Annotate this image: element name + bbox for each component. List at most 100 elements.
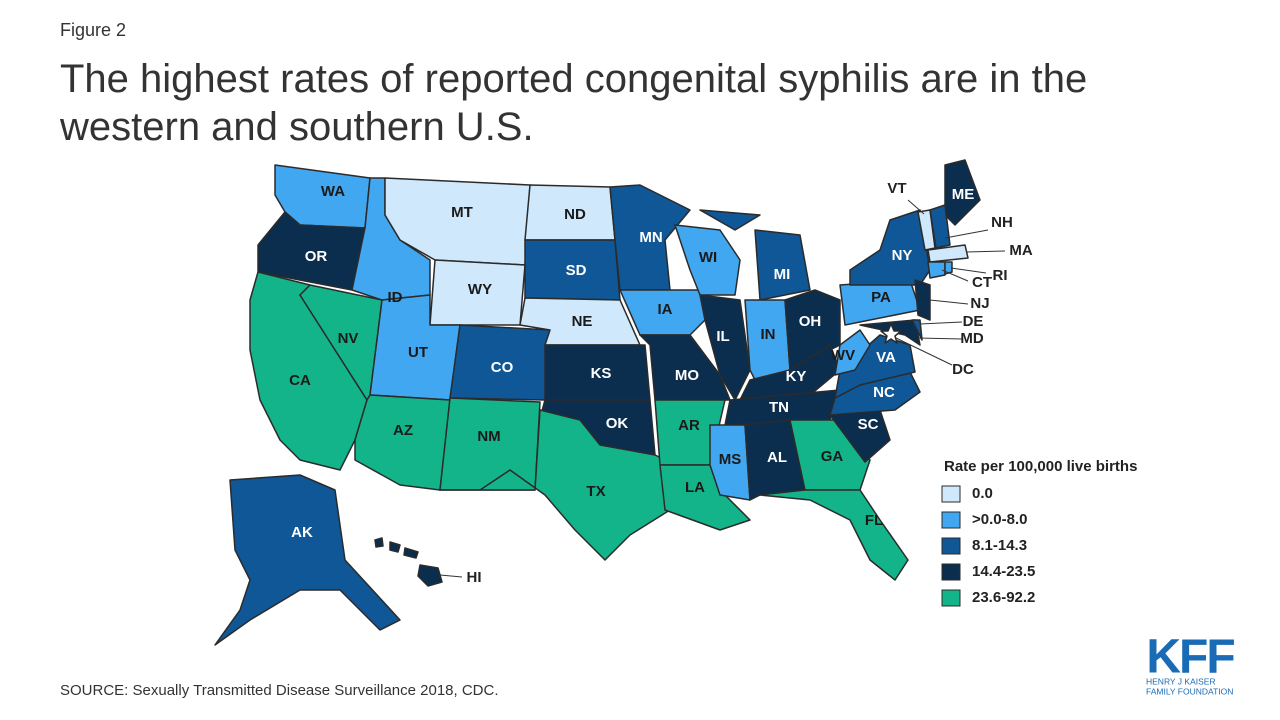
state (609, 184, 691, 291)
state-label: NJ (970, 295, 989, 312)
legend-swatch (941, 511, 961, 529)
logo-subtitle: FAMILY FOUNDATION (1146, 686, 1233, 696)
state-label: RI (993, 267, 1008, 284)
state-label: OH (799, 313, 822, 330)
state-label: IA (658, 301, 673, 318)
legend-label: 23.6-92.2 (972, 589, 1035, 606)
state (439, 409, 671, 561)
state-label: WA (321, 183, 345, 200)
legend-label: 8.1-14.3 (972, 537, 1027, 554)
state-label: VT (887, 180, 906, 197)
state (927, 244, 969, 263)
state-label: MI (774, 266, 791, 283)
state-label: IL (716, 328, 729, 345)
state (214, 474, 401, 646)
source: SOURCE: Sexually Transmitted Disease Sur… (60, 682, 499, 699)
state-label: TN (769, 399, 789, 416)
leader-line (929, 299, 969, 305)
state-label: IN (761, 326, 776, 343)
state-label: MA (1009, 242, 1032, 259)
state-label: MT (451, 204, 473, 221)
state (834, 329, 871, 376)
state-label: GA (821, 448, 844, 465)
state (911, 319, 923, 341)
state (759, 489, 909, 581)
state-label: CA (289, 372, 311, 389)
leader-line (917, 337, 963, 340)
state-label: HI (467, 569, 482, 586)
state-label: WY (468, 281, 492, 298)
leader-line (919, 321, 963, 325)
state-label: WV (831, 347, 855, 364)
state-label: AZ (393, 422, 413, 439)
state-label: ND (564, 206, 586, 223)
legend-label: 0.0 (972, 485, 993, 502)
state (354, 394, 451, 491)
state-label: PA (871, 289, 891, 306)
state-label: ID (388, 289, 403, 306)
state (834, 334, 916, 399)
state-label: DE (963, 313, 984, 330)
logo: KFF (1146, 631, 1234, 684)
state (927, 261, 946, 279)
state-label: CT (972, 274, 992, 291)
state-label: AK (291, 524, 313, 541)
leader-line (944, 229, 989, 239)
state-label: LA (685, 479, 705, 496)
state-label: MS (719, 451, 742, 468)
state-label: KY (786, 368, 807, 385)
state-label: SC (858, 416, 879, 433)
state (917, 209, 936, 251)
state-label: NY (892, 247, 913, 264)
state-label: MO (675, 367, 699, 384)
state-label: NV (338, 330, 359, 347)
title: The highest rates of reported congenital… (60, 57, 1088, 149)
state (914, 279, 931, 321)
figure-label: Figure 2 (60, 20, 127, 40)
state-label: MN (639, 229, 662, 246)
legend-label: 14.4-23.5 (972, 563, 1035, 580)
state (880, 323, 902, 344)
legend-swatch (941, 485, 961, 503)
state (374, 537, 443, 587)
state-label: VA (876, 349, 896, 366)
state-label: KS (591, 365, 612, 382)
state-label: NC (873, 384, 895, 401)
state-label: SD (566, 262, 587, 279)
state-label: OK (606, 415, 629, 432)
legend-swatch (941, 589, 961, 607)
leader-line (950, 267, 987, 274)
state (849, 209, 931, 286)
state-label: OR (305, 248, 328, 265)
state-label: FL (865, 512, 883, 529)
state-label: DC (952, 361, 974, 378)
leader-line (907, 199, 925, 215)
leader-line (895, 337, 953, 366)
state-label: UT (408, 344, 428, 361)
state-label: AR (678, 417, 700, 434)
leader-line (941, 269, 969, 282)
state-label: WI (699, 249, 717, 266)
state-label: MD (960, 330, 983, 347)
state-label: NM (477, 428, 500, 445)
state-label: CO (491, 359, 514, 376)
state-label: ME (952, 186, 975, 203)
state (709, 424, 751, 501)
state-label: NE (572, 313, 593, 330)
legend-swatch (941, 563, 961, 581)
logo-subtitle: HENRY J KAISER (1146, 676, 1216, 686)
state-label: AL (767, 449, 787, 466)
legend-label: >0.0-8.0 (972, 511, 1027, 528)
state (699, 209, 811, 301)
state (619, 289, 706, 336)
state (944, 261, 953, 275)
legend-title: Rate per 100,000 live births (944, 458, 1137, 475)
state (674, 224, 741, 296)
leader-line (439, 574, 463, 578)
legend-swatch (941, 537, 961, 555)
leader-line (965, 250, 1006, 253)
state (929, 204, 951, 249)
state-label: TX (586, 483, 605, 500)
